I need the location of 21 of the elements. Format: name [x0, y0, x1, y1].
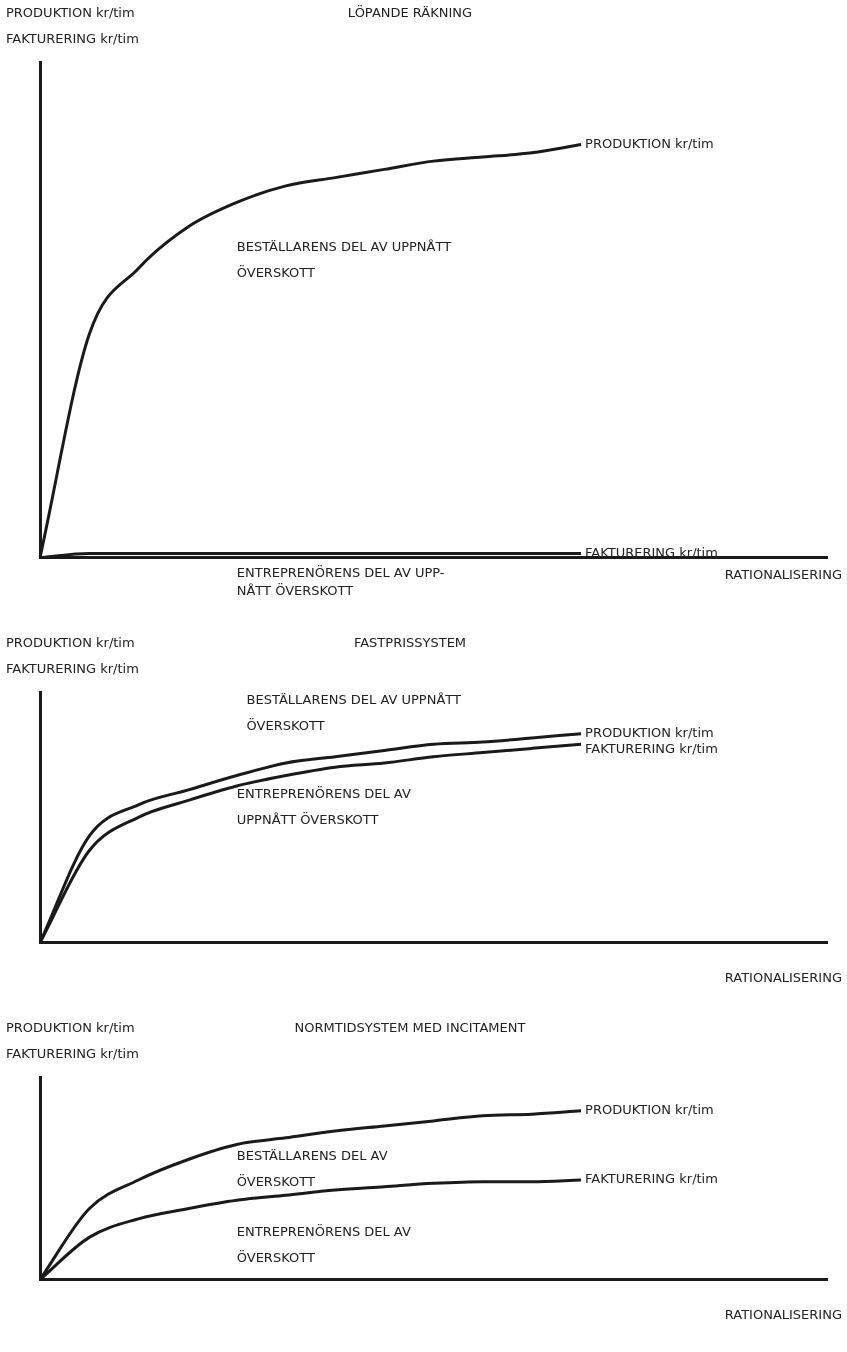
x-axis-title: RATIONALISERING: [724, 1306, 842, 1322]
annotation: ENTREPRENÖRENS DEL AV ÖVERSKOTT: [236, 1222, 411, 1265]
text: BESTÄLLARENS DEL AV UPPNÅTT ÖVERSKOTT: [246, 691, 462, 733]
y-axis-title: PRODUKTION kr/tim FAKTURERING kr/tim: [6, 5, 139, 47]
annotation: BESTÄLLARENS DEL AV UPPNÅTT ÖVERSKOTT: [236, 239, 452, 281]
chart-title: NORMTIDSYSTEM MED INCITAMENT: [294, 1020, 526, 1036]
chart-title: FASTPRISSYSTEM: [353, 635, 467, 651]
text: ENTREPRENÖRENS DEL AV UPP- NÅTT ÖVERSKOTT: [236, 564, 445, 599]
series-label: PRODUKTION kr/tim: [585, 135, 714, 151]
series-label: PRODUKTION kr/tim: [585, 725, 714, 741]
x-axis-title: RATIONALISERING: [724, 566, 842, 582]
chart-title: LÖPANDE RÄKNING: [347, 4, 473, 21]
series-label: PRODUKTION kr/tim: [585, 1102, 714, 1118]
annotation: ENTREPRENÖRENS DEL AV UPPNÅTT ÖVERSKOTT: [236, 784, 411, 827]
series-label: FAKTURERING kr/tim: [585, 741, 718, 757]
annotation: BESTÄLLARENS DEL AV ÖVERSKOTT: [236, 1147, 388, 1189]
series-label: FAKTURERING kr/tim: [585, 1171, 718, 1187]
y-axis-title: PRODUKTION kr/tim FAKTURERING kr/tim: [6, 1020, 139, 1062]
x-axis-title: RATIONALISERING: [724, 969, 842, 985]
y-axis-title: PRODUKTION kr/tim FAKTURERING kr/tim: [6, 635, 139, 677]
series-label: FAKTURERING kr/tim: [585, 544, 718, 560]
